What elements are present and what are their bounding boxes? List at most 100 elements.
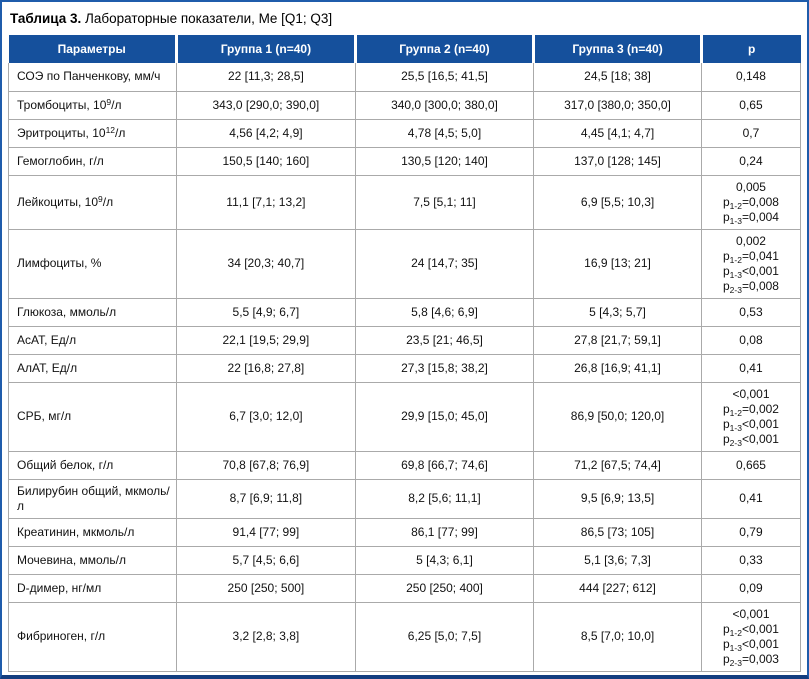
table-row: Лейкоциты, 109/л 11,1 [7,1; 13,2] 7,5 [5,1… bbox=[8, 175, 802, 230]
group3-value-cell: 16,9 [13; 21] bbox=[533, 229, 702, 299]
p-value-cell: 0,005 p1-2=0,008 p1-3=0,004 bbox=[701, 175, 802, 230]
group1-value-cell: 6,7 [3,0; 12,0] bbox=[176, 382, 356, 452]
group2-value-cell: 25,5 [16,5; 41,5] bbox=[355, 63, 535, 92]
column-header-group3: Группа 3 (n=40) bbox=[532, 35, 702, 63]
group1-value-cell: 91,4 [77; 99] bbox=[176, 518, 356, 547]
group1-value-cell: 70,8 [67,8; 76,9] bbox=[176, 451, 356, 480]
group1-value-cell: 150,5 [140; 160] bbox=[176, 147, 356, 176]
table-row: АсАТ, Ед/л 22,1 [19,5; 29,9] 23,5 [21; 46,… bbox=[8, 326, 802, 355]
group2-value-cell: 6,25 [5,0; 7,5] bbox=[355, 602, 535, 672]
group1-value-cell: 22 [16,8; 27,8] bbox=[176, 354, 356, 383]
param-cell: Мочевина, ммоль/л bbox=[8, 546, 177, 575]
group1-value-cell: 4,56 [4,2; 4,9] bbox=[176, 119, 356, 148]
table-row: АлАТ, Ед/л 22 [16,8; 27,8] 27,3 [15,8; 38,… bbox=[8, 354, 802, 383]
param-cell: Общий белок, г/л bbox=[8, 451, 177, 480]
group3-value-cell: 6,9 [5,5; 10,3] bbox=[533, 175, 702, 230]
p-value-cell: 0,65 bbox=[701, 91, 802, 120]
table-row: Тромбоциты, 109/л 343,0 [290,0; 390,0] 340… bbox=[8, 91, 802, 120]
p-value-cell: <0,001 p1-2<0,001 p1-3<0,001 p2-3=0,003 bbox=[701, 602, 802, 672]
param-cell: D-димер, нг/мл bbox=[8, 574, 177, 603]
group3-value-cell: 24,5 [18; 38] bbox=[533, 63, 702, 92]
param-cell: АлАТ, Ед/л bbox=[8, 354, 177, 383]
group2-value-cell: 29,9 [15,0; 45,0] bbox=[355, 382, 535, 452]
table-row: D-димер, нг/мл 250 [250; 500] 250 [250; 40… bbox=[8, 574, 802, 603]
group2-value-cell: 5,8 [4,6; 6,9] bbox=[355, 298, 535, 327]
group2-value-cell: 8,2 [5,6; 11,1] bbox=[355, 479, 535, 519]
param-cell: Фибриноген, г/л bbox=[8, 602, 177, 672]
table-row: Креатинин, мкмоль/л 91,4 [77; 99] 86,1 [77… bbox=[8, 518, 802, 547]
group2-value-cell: 5 [4,3; 6,1] bbox=[355, 546, 535, 575]
table-row: СОЭ по Панченкову, мм/ч 22 [11,3; 28,5] 25… bbox=[8, 63, 802, 92]
table-row: Мочевина, ммоль/л 5,7 [4,5; 6,6] 5 [4,3; 6… bbox=[8, 546, 802, 575]
p-value-cell: 0,09 bbox=[701, 574, 802, 603]
p-value-cell: 0,33 bbox=[701, 546, 802, 575]
lab-results-table: Параметры Группа 1 (n=40) Группа 2 (n=40… bbox=[8, 35, 802, 672]
param-cell: Гемоглобин, г/л bbox=[8, 147, 177, 176]
param-cell: Глюкоза, ммоль/л bbox=[8, 298, 177, 327]
table-row: СРБ, мг/л 6,7 [3,0; 12,0] 29,9 [15,0; 45,0… bbox=[8, 382, 802, 452]
p-value-cell: 0,002 p1-2=0,041 p1-3<0,001 p2-3=0,008 bbox=[701, 229, 802, 299]
group2-value-cell: 130,5 [120; 140] bbox=[355, 147, 535, 176]
table-row: Билирубин общий, мкмоль/л 8,7 [6,9; 11,8]… bbox=[8, 479, 802, 519]
table-caption: Таблица 3. Лабораторные показатели, Me [… bbox=[8, 2, 801, 35]
p-value-cell: 0,79 bbox=[701, 518, 802, 547]
group2-value-cell: 250 [250; 400] bbox=[355, 574, 535, 603]
table-header-row: Параметры Группа 1 (n=40) Группа 2 (n=40… bbox=[8, 35, 801, 63]
group2-value-cell: 7,5 [5,1; 11] bbox=[355, 175, 535, 230]
group2-value-cell: 69,8 [66,7; 74,6] bbox=[355, 451, 535, 480]
group3-value-cell: 5,1 [3,6; 7,3] bbox=[533, 546, 702, 575]
group2-value-cell: 340,0 [300,0; 380,0] bbox=[355, 91, 535, 120]
group1-value-cell: 11,1 [7,1; 13,2] bbox=[176, 175, 356, 230]
group2-value-cell: 23,5 [21; 46,5] bbox=[355, 326, 535, 355]
p-value-cell: 0,41 bbox=[701, 479, 802, 519]
param-cell: Лейкоциты, 109/л bbox=[8, 175, 177, 230]
table-row: Гемоглобин, г/л 150,5 [140; 160] 130,5 [12… bbox=[8, 147, 802, 176]
group3-value-cell: 444 [227; 612] bbox=[533, 574, 702, 603]
table-row: Глюкоза, ммоль/л 5,5 [4,9; 6,7] 5,8 [4,6; … bbox=[8, 298, 802, 327]
group3-value-cell: 71,2 [67,5; 74,4] bbox=[533, 451, 702, 480]
group2-value-cell: 86,1 [77; 99] bbox=[355, 518, 535, 547]
group3-value-cell: 9,5 [6,9; 13,5] bbox=[533, 479, 702, 519]
group1-value-cell: 22,1 [19,5; 29,9] bbox=[176, 326, 356, 355]
group3-value-cell: 27,8 [21,7; 59,1] bbox=[533, 326, 702, 355]
column-header-group2: Группа 2 (n=40) bbox=[353, 35, 534, 63]
group3-value-cell: 86,9 [50,0; 120,0] bbox=[533, 382, 702, 452]
p-value-cell: <0,001 p1-2=0,002 p1-3<0,001 p2-3<0,001 bbox=[701, 382, 802, 452]
table-caption-number: Таблица 3. bbox=[10, 11, 82, 26]
column-header-group1: Группа 1 (n=40) bbox=[174, 35, 356, 63]
column-header-p: p bbox=[699, 35, 801, 63]
group2-value-cell: 4,78 [4,5; 5,0] bbox=[355, 119, 535, 148]
group3-value-cell: 5 [4,3; 5,7] bbox=[533, 298, 702, 327]
group3-value-cell: 4,45 [4,1; 4,7] bbox=[533, 119, 702, 148]
group1-value-cell: 22 [11,3; 28,5] bbox=[176, 63, 356, 92]
param-cell: Тромбоциты, 109/л bbox=[8, 91, 177, 120]
p-value-cell: 0,41 bbox=[701, 354, 802, 383]
group2-value-cell: 27,3 [15,8; 38,2] bbox=[355, 354, 535, 383]
group1-value-cell: 343,0 [290,0; 390,0] bbox=[176, 91, 356, 120]
group1-value-cell: 5,7 [4,5; 6,6] bbox=[176, 546, 356, 575]
p-value-cell: 0,08 bbox=[701, 326, 802, 355]
param-cell: СОЭ по Панченкову, мм/ч bbox=[8, 63, 177, 92]
group3-value-cell: 317,0 [380,0; 350,0] bbox=[533, 91, 702, 120]
table-row: Лимфоциты, % 34 [20,3; 40,7] 24 [14,7; 35]… bbox=[8, 229, 802, 299]
p-value-cell: 0,53 bbox=[701, 298, 802, 327]
group1-value-cell: 250 [250; 500] bbox=[176, 574, 356, 603]
group1-value-cell: 3,2 [2,8; 3,8] bbox=[176, 602, 356, 672]
table-row: Фибриноген, г/л 3,2 [2,8; 3,8] 6,25 [5,0; … bbox=[8, 602, 802, 672]
table-body: СОЭ по Панченкову, мм/ч 22 [11,3; 28,5] 25… bbox=[8, 63, 802, 672]
param-cell: Лимфоциты, % bbox=[8, 229, 177, 299]
group1-value-cell: 8,7 [6,9; 11,8] bbox=[176, 479, 356, 519]
group3-value-cell: 26,8 [16,9; 41,1] bbox=[533, 354, 702, 383]
param-cell: АсАТ, Ед/л bbox=[8, 326, 177, 355]
group3-value-cell: 86,5 [73; 105] bbox=[533, 518, 702, 547]
p-value-cell: 0,24 bbox=[701, 147, 802, 176]
param-cell: СРБ, мг/л bbox=[8, 382, 177, 452]
group3-value-cell: 137,0 [128; 145] bbox=[533, 147, 702, 176]
param-cell: Креатинин, мкмоль/л bbox=[8, 518, 177, 547]
table-row: Эритроциты, 1012/л 4,56 [4,2; 4,9] 4,78 [4… bbox=[8, 119, 802, 148]
group1-value-cell: 5,5 [4,9; 6,7] bbox=[176, 298, 356, 327]
param-cell: Билирубин общий, мкмоль/л bbox=[8, 479, 177, 519]
p-value-cell: 0,7 bbox=[701, 119, 802, 148]
group1-value-cell: 34 [20,3; 40,7] bbox=[176, 229, 356, 299]
